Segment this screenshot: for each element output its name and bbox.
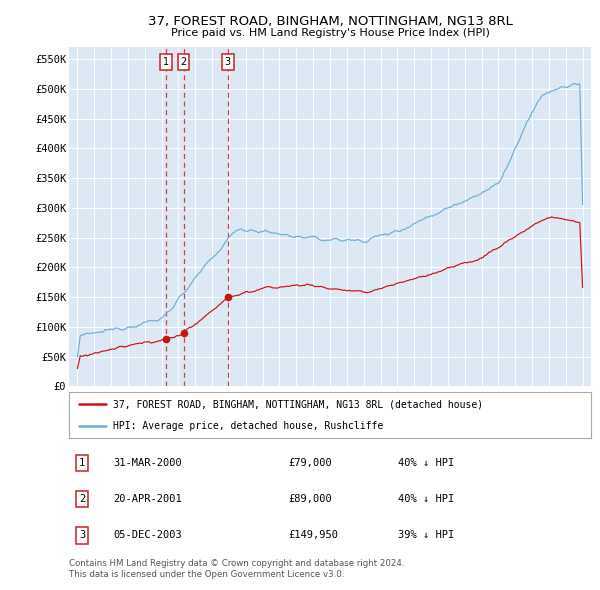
Text: 3: 3 [79, 530, 85, 540]
Text: 39% ↓ HPI: 39% ↓ HPI [398, 530, 454, 540]
Text: 31-MAR-2000: 31-MAR-2000 [113, 458, 182, 468]
Text: 1: 1 [79, 458, 85, 468]
Text: 20-APR-2001: 20-APR-2001 [113, 494, 182, 504]
Text: HPI: Average price, detached house, Rushcliffe: HPI: Average price, detached house, Rush… [113, 421, 383, 431]
Text: 40% ↓ HPI: 40% ↓ HPI [398, 458, 454, 468]
Text: 2: 2 [79, 494, 85, 504]
Text: 37, FOREST ROAD, BINGHAM, NOTTINGHAM, NG13 8RL: 37, FOREST ROAD, BINGHAM, NOTTINGHAM, NG… [148, 15, 512, 28]
Text: £89,000: £89,000 [288, 494, 332, 504]
Text: Contains HM Land Registry data © Crown copyright and database right 2024.
This d: Contains HM Land Registry data © Crown c… [69, 559, 404, 579]
Text: 1: 1 [163, 57, 169, 67]
Text: £79,000: £79,000 [288, 458, 332, 468]
Text: 05-DEC-2003: 05-DEC-2003 [113, 530, 182, 540]
Text: 37, FOREST ROAD, BINGHAM, NOTTINGHAM, NG13 8RL (detached house): 37, FOREST ROAD, BINGHAM, NOTTINGHAM, NG… [113, 399, 484, 409]
Text: Price paid vs. HM Land Registry's House Price Index (HPI): Price paid vs. HM Land Registry's House … [170, 28, 490, 38]
Text: 2: 2 [181, 57, 187, 67]
Text: £149,950: £149,950 [288, 530, 338, 540]
Text: 40% ↓ HPI: 40% ↓ HPI [398, 494, 454, 504]
Text: 3: 3 [225, 57, 231, 67]
